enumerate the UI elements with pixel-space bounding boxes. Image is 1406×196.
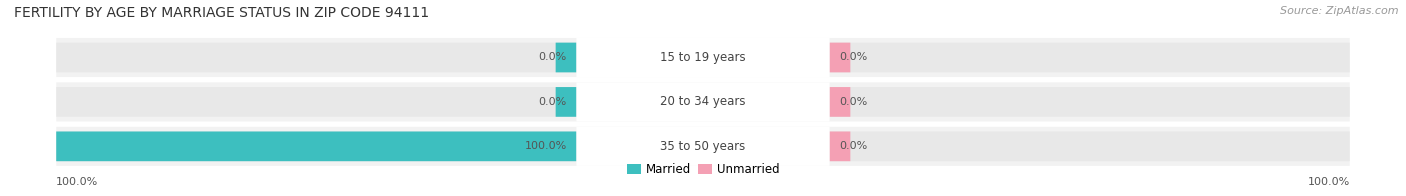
Text: Source: ZipAtlas.com: Source: ZipAtlas.com — [1281, 6, 1399, 16]
FancyBboxPatch shape — [830, 43, 1350, 72]
FancyBboxPatch shape — [56, 82, 1350, 122]
Text: 0.0%: 0.0% — [839, 141, 868, 151]
FancyBboxPatch shape — [830, 43, 851, 72]
FancyBboxPatch shape — [555, 43, 576, 72]
Text: 100.0%: 100.0% — [524, 141, 567, 151]
FancyBboxPatch shape — [56, 132, 576, 161]
FancyBboxPatch shape — [576, 82, 830, 122]
FancyBboxPatch shape — [576, 127, 830, 166]
FancyBboxPatch shape — [830, 87, 851, 117]
FancyBboxPatch shape — [56, 127, 1350, 166]
FancyBboxPatch shape — [56, 38, 1350, 77]
FancyBboxPatch shape — [56, 43, 576, 72]
FancyBboxPatch shape — [830, 87, 1350, 117]
Text: 100.0%: 100.0% — [56, 177, 98, 187]
FancyBboxPatch shape — [576, 38, 830, 77]
FancyBboxPatch shape — [56, 132, 576, 161]
Text: 15 to 19 years: 15 to 19 years — [661, 51, 745, 64]
Text: 0.0%: 0.0% — [538, 97, 567, 107]
Legend: Married, Unmarried: Married, Unmarried — [627, 163, 779, 176]
Text: 0.0%: 0.0% — [839, 97, 868, 107]
FancyBboxPatch shape — [56, 87, 576, 117]
Text: 35 to 50 years: 35 to 50 years — [661, 140, 745, 153]
Text: 0.0%: 0.0% — [538, 53, 567, 63]
Text: 100.0%: 100.0% — [1308, 177, 1350, 187]
Text: 0.0%: 0.0% — [839, 53, 868, 63]
FancyBboxPatch shape — [830, 132, 851, 161]
FancyBboxPatch shape — [830, 132, 1350, 161]
Text: FERTILITY BY AGE BY MARRIAGE STATUS IN ZIP CODE 94111: FERTILITY BY AGE BY MARRIAGE STATUS IN Z… — [14, 6, 429, 20]
FancyBboxPatch shape — [555, 87, 576, 117]
Text: 20 to 34 years: 20 to 34 years — [661, 95, 745, 108]
